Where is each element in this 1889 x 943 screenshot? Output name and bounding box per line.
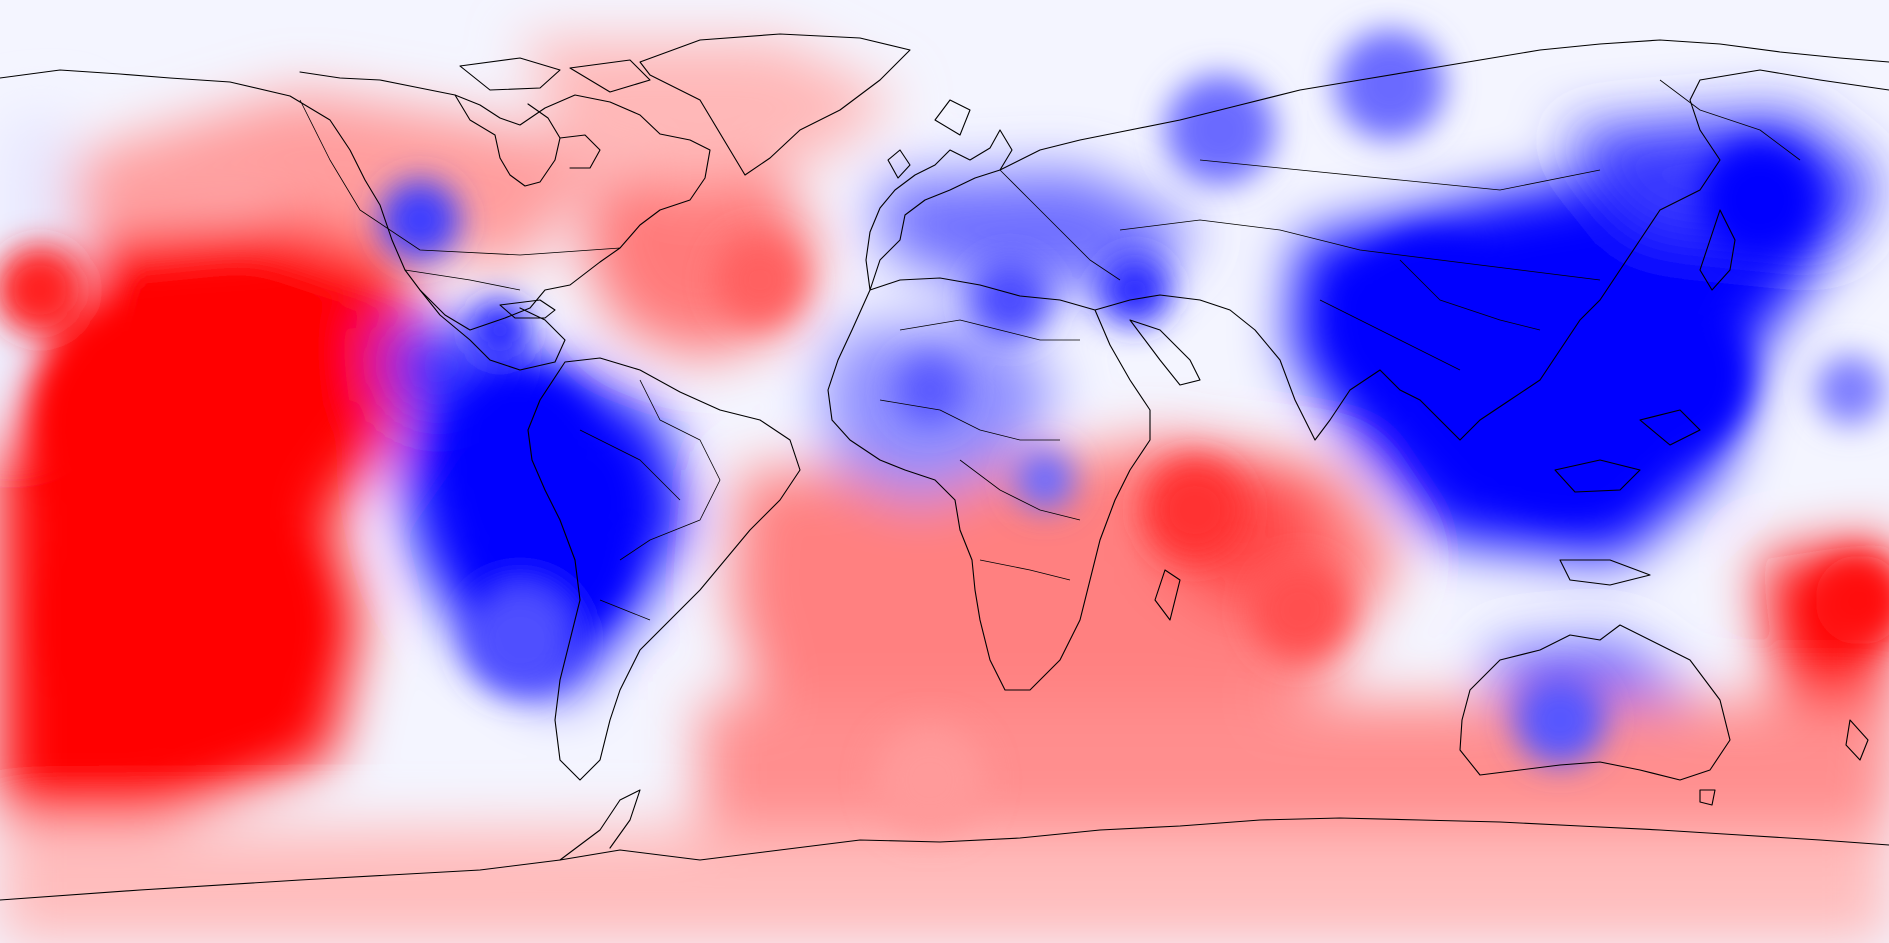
coastline-africa: [827, 277, 1151, 691]
coastlines: [0, 33, 1889, 901]
coastline-central-america: [419, 289, 566, 371]
coastline-japan: [1699, 209, 1736, 291]
anomaly-field-detail: [0, 30, 1889, 835]
coastline-asia: [1094, 69, 1889, 441]
coastline-greenland: [639, 33, 911, 176]
coastline-australia: [1459, 624, 1731, 781]
coastline-north-america: [0, 69, 711, 331]
country-borders: [299, 79, 1801, 621]
anomaly-field-large: [0, 40, 1889, 943]
coastline-south-america: [527, 357, 801, 781]
coastline-antarctica: [0, 817, 1889, 901]
coastline-europe: [865, 129, 1013, 291]
